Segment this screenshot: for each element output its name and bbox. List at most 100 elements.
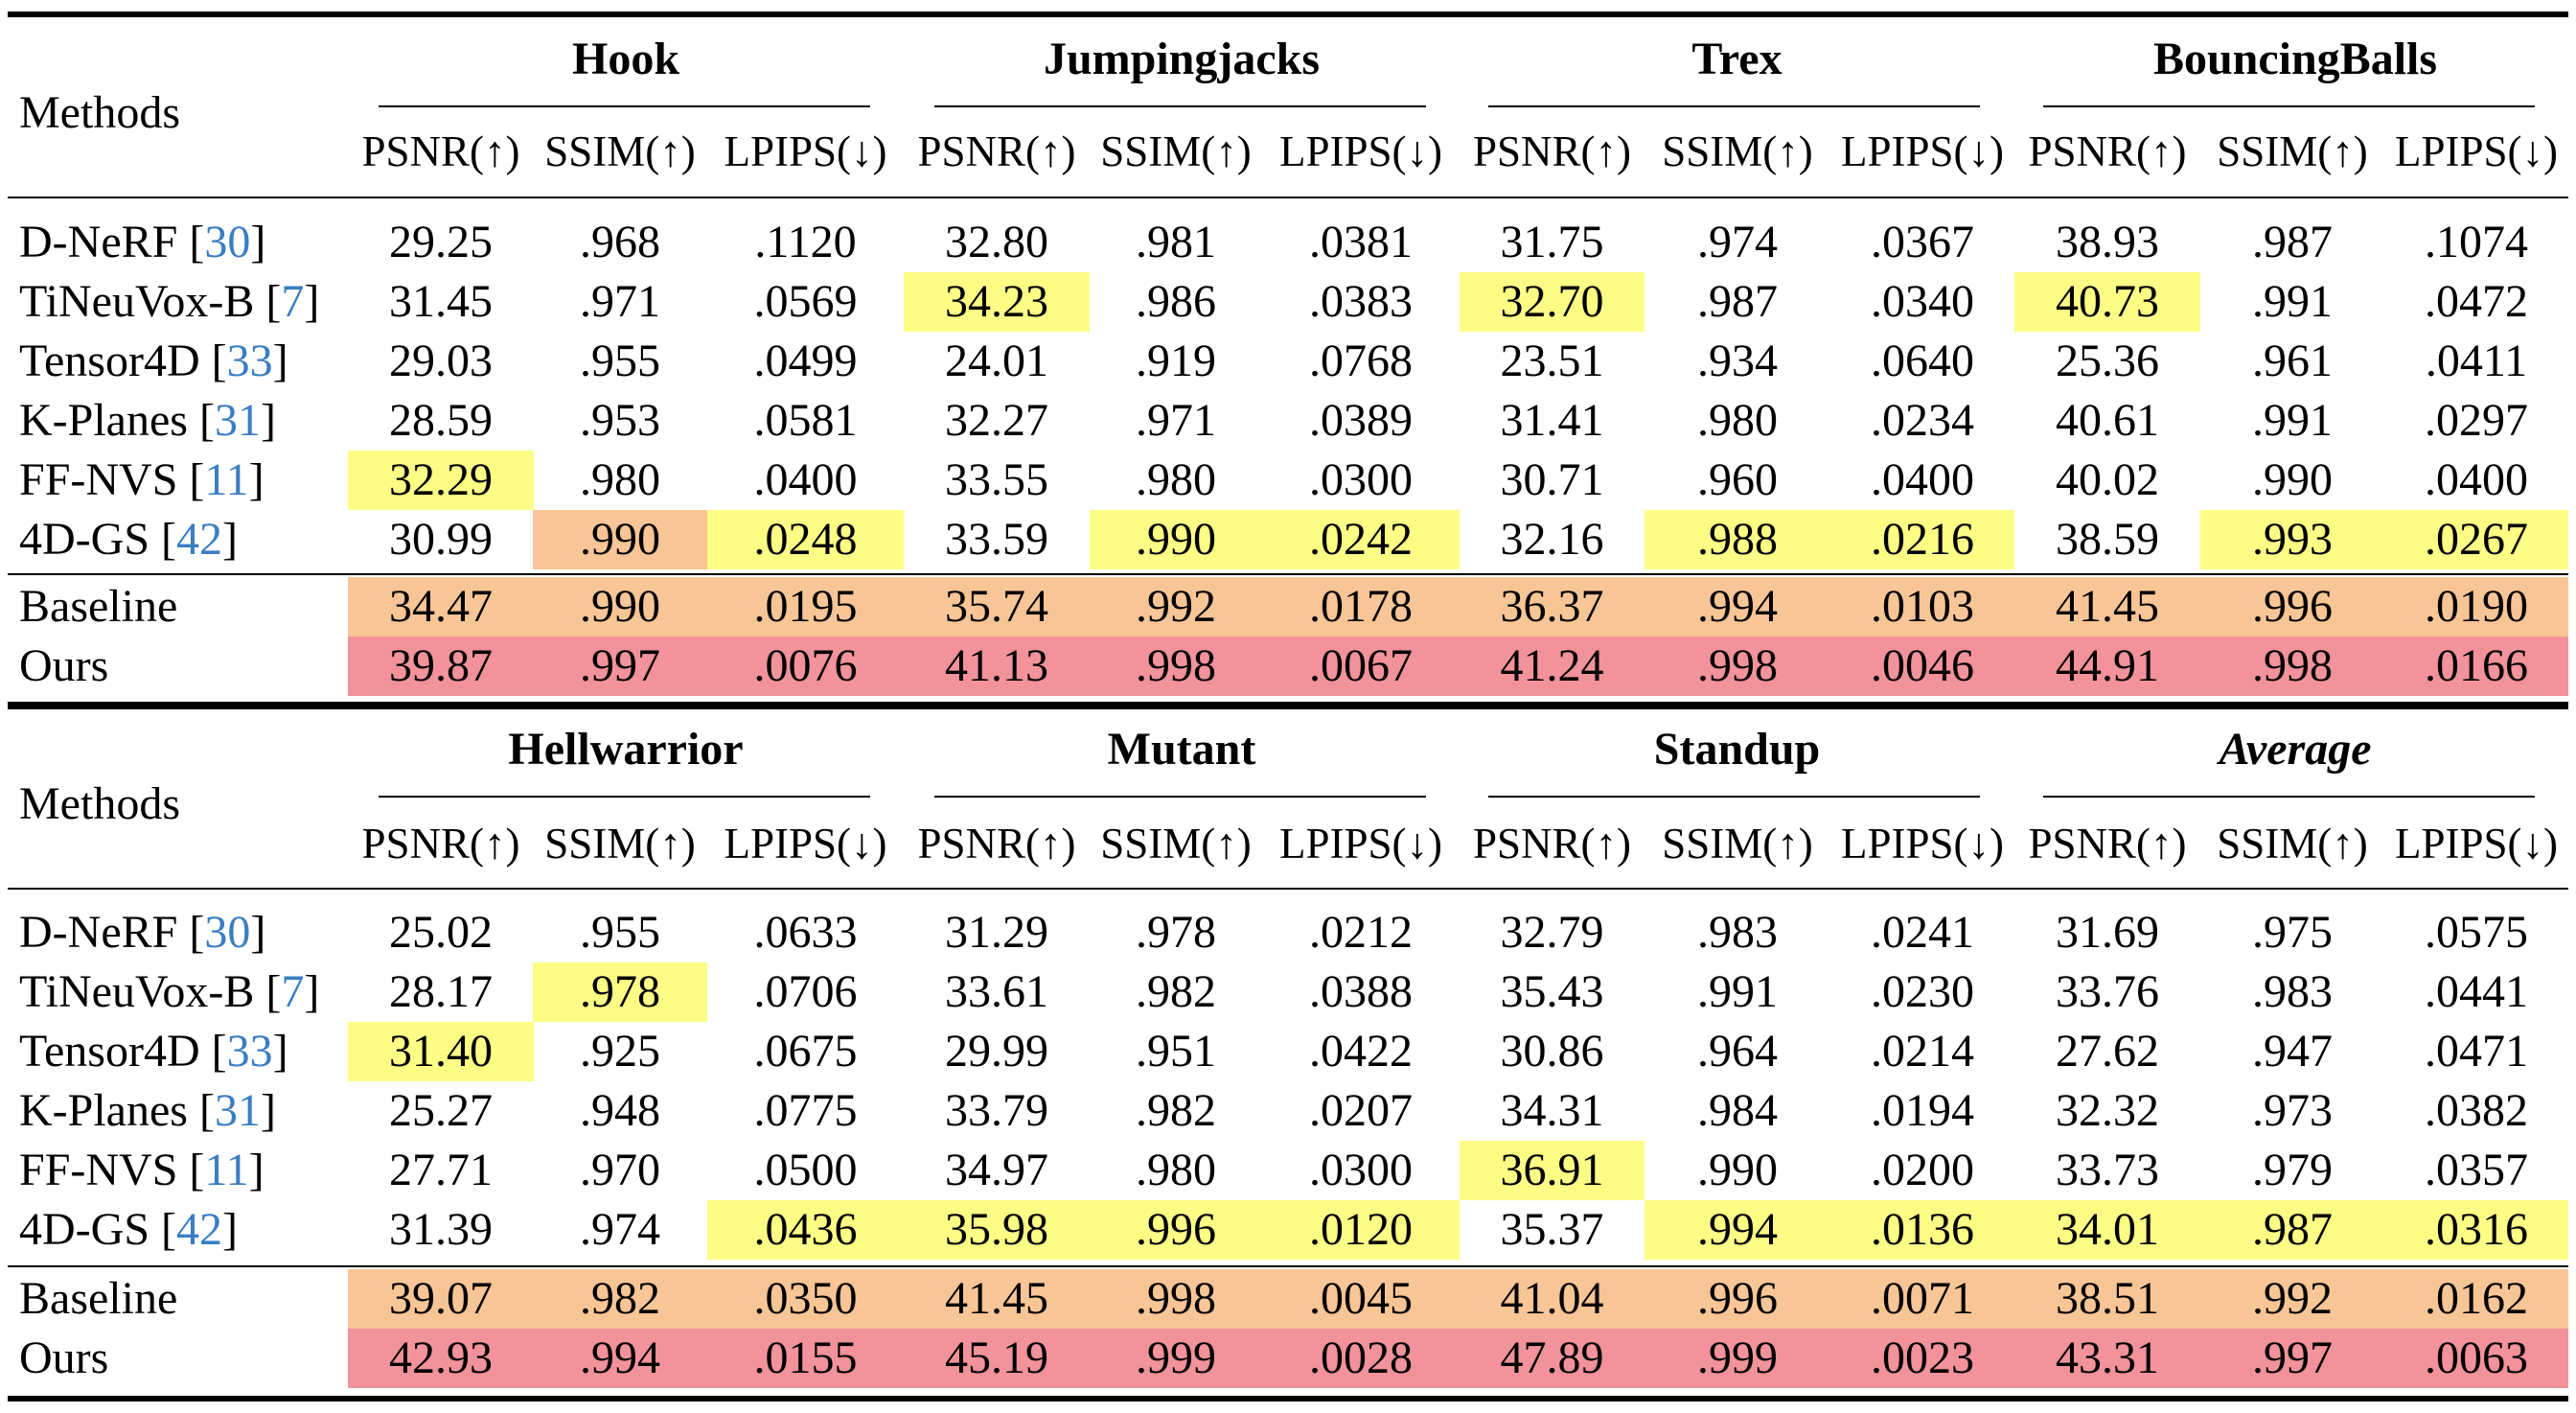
value-cell: .951 [1136, 1026, 1216, 1077]
method-label: Tensor4D [19, 336, 200, 386]
group-underline [1488, 796, 1980, 798]
value-cell: .0500 [753, 1145, 858, 1195]
value-cell: .982 [1136, 1085, 1216, 1136]
value-cell: .0436 [707, 1200, 904, 1260]
value-cell: 41.13 [904, 637, 1090, 696]
value-cell: .982 [533, 1269, 707, 1329]
citation-link[interactable]: 31 [214, 395, 261, 446]
value-cell: 31.69 [2056, 907, 2159, 958]
method-name: 4D-GS [42] [19, 514, 238, 565]
value-cell: .0575 [2425, 907, 2528, 958]
metric-header: SSIM(↑) [544, 127, 696, 175]
citation-link[interactable]: 33 [226, 1026, 273, 1077]
value-cell: 33.73 [2056, 1145, 2159, 1195]
value-cell: .988 [1644, 510, 1830, 569]
value-cell: .1074 [2425, 217, 2528, 267]
value-cell: .0422 [1309, 1026, 1413, 1077]
value-cell: .978 [1136, 907, 1216, 958]
value-cell: .987 [1697, 276, 1778, 327]
value-cell: 28.17 [389, 966, 493, 1017]
value-cell: .0389 [1309, 395, 1413, 446]
value-cell: .990 [2252, 454, 2333, 505]
value-cell: .993 [2200, 510, 2384, 569]
method-name: TiNeuVox-B [7] [19, 276, 320, 327]
citation-link[interactable]: 11 [204, 1145, 249, 1195]
value-cell: 43.31 [2014, 1329, 2200, 1388]
value-cell: .980 [1136, 1145, 1216, 1195]
group-underline [1488, 105, 1980, 107]
method-name: D-NeRF [30] [19, 217, 266, 267]
citation-link[interactable]: 30 [204, 907, 251, 958]
method-name: FF-NVS [11] [19, 454, 264, 505]
value-cell: .0216 [1830, 510, 2014, 569]
value-cell: 32.27 [945, 395, 1048, 446]
value-cell: .975 [2252, 907, 2333, 958]
value-cell: 32.32 [2056, 1085, 2159, 1136]
value-cell: 24.01 [945, 336, 1048, 386]
value-cell: .981 [1136, 217, 1216, 267]
methods-header: Methods [19, 87, 180, 138]
citation-link[interactable]: 30 [204, 217, 251, 267]
value-cell: .0640 [1871, 336, 1974, 386]
metric-header: PSNR(↑) [917, 127, 1076, 175]
value-cell: 34.47 [348, 577, 534, 637]
value-cell: .0400 [1871, 454, 1974, 505]
value-cell: .0046 [1830, 637, 2014, 696]
value-cell: 41.04 [1460, 1269, 1644, 1329]
value-cell: 34.23 [904, 272, 1090, 332]
citation-link[interactable]: 42 [176, 514, 222, 565]
value-cell: .0441 [2425, 966, 2528, 1017]
value-cell: 45.19 [904, 1329, 1090, 1388]
value-cell: .994 [1644, 1200, 1830, 1260]
metric-header: PSNR(↑) [2028, 820, 2187, 868]
method-name: TiNeuVox-B [7] [19, 966, 320, 1017]
separator-rule [8, 573, 2568, 575]
value-cell: 31.40 [348, 1022, 534, 1081]
method-label: TiNeuVox-B [19, 276, 255, 327]
value-cell: .994 [1644, 577, 1830, 637]
top-rule [8, 704, 2568, 709]
value-cell: 42.93 [348, 1329, 534, 1388]
value-cell: .0499 [753, 336, 858, 386]
value-cell: .0214 [1871, 1026, 1974, 1077]
group-header: Hellwarrior [508, 724, 744, 775]
value-cell: 47.89 [1460, 1329, 1644, 1388]
value-cell: .0207 [1309, 1085, 1413, 1136]
method-label: TiNeuVox-B [19, 966, 255, 1017]
value-cell: .997 [533, 637, 707, 696]
value-cell: .0383 [1309, 276, 1413, 327]
citation-link[interactable]: 11 [204, 454, 249, 505]
value-cell: .0367 [1871, 217, 1974, 267]
group-underline [934, 105, 1426, 107]
citation-link[interactable]: 31 [214, 1085, 261, 1136]
citation-link[interactable]: 7 [281, 276, 305, 327]
citation-link[interactable]: 42 [176, 1204, 222, 1255]
citation-link[interactable]: 33 [226, 336, 273, 386]
value-cell: 36.37 [1460, 577, 1644, 637]
value-cell: 35.98 [904, 1200, 1090, 1260]
value-cell: .998 [1090, 1269, 1262, 1329]
top-rule [8, 12, 2568, 17]
citation-link[interactable]: 7 [281, 966, 305, 1017]
method-name: Ours [19, 1329, 108, 1388]
value-cell: 38.93 [2056, 217, 2159, 267]
group-header: Jumpingjacks [1043, 34, 1321, 84]
value-cell: .960 [1697, 454, 1778, 505]
value-cell: .986 [1136, 276, 1216, 327]
value-cell: .997 [2200, 1329, 2384, 1388]
value-cell: .998 [2200, 637, 2384, 696]
group-header: Trex [1691, 34, 1782, 84]
metric-header: SSIM(↑) [1100, 820, 1252, 868]
value-cell: .0155 [707, 1329, 904, 1388]
value-cell: 41.24 [1460, 637, 1644, 696]
group-header: Average [2219, 724, 2372, 775]
group-underline [934, 796, 1426, 798]
value-cell: 30.86 [1500, 1026, 1604, 1077]
value-cell: .0471 [2425, 1026, 2528, 1077]
bottom-rule [8, 1396, 2568, 1401]
method-label: Tensor4D [19, 1026, 200, 1077]
method-label: K-Planes [19, 1085, 188, 1136]
value-cell: 36.91 [1460, 1141, 1644, 1200]
metric-header: SSIM(↑) [2217, 820, 2368, 868]
